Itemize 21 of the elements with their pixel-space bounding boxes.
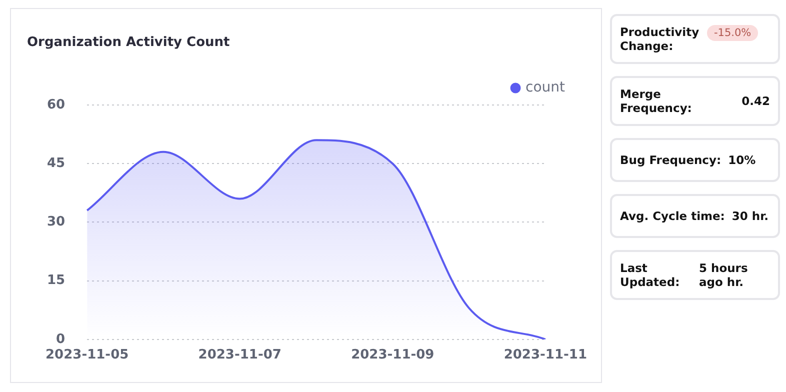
y-tick-label: 0 — [56, 332, 66, 347]
text: 5 hours ago hr. — [699, 261, 749, 289]
text: -15.0% — [707, 25, 758, 41]
y-tick-label: 15 — [46, 273, 66, 288]
text: Avg. Cycle time: — [620, 209, 725, 223]
text: Productivity Change: — [620, 25, 700, 53]
x-tick-label: 2023-11-11 — [504, 348, 587, 363]
x-tick-label: 2023-11-05 — [46, 348, 129, 363]
y-tick-label: 60 — [46, 97, 66, 112]
y-tick-label: 30 — [46, 214, 66, 230]
y-tick-label: 45 — [46, 156, 66, 171]
text: 30 hr. — [732, 209, 769, 223]
chart-title: Organization Activity Count — [27, 35, 230, 50]
text: 0.42 — [742, 94, 770, 108]
text: Bug Frequency: — [620, 153, 722, 167]
legend-label: count — [526, 80, 566, 96]
text: 10% — [728, 153, 756, 167]
text: Merge Frequency: — [620, 87, 693, 115]
x-tick-label: 2023-11-09 — [351, 348, 434, 363]
text: Last Updated: — [620, 261, 681, 289]
x-tick-label: 2023-11-07 — [198, 348, 282, 363]
